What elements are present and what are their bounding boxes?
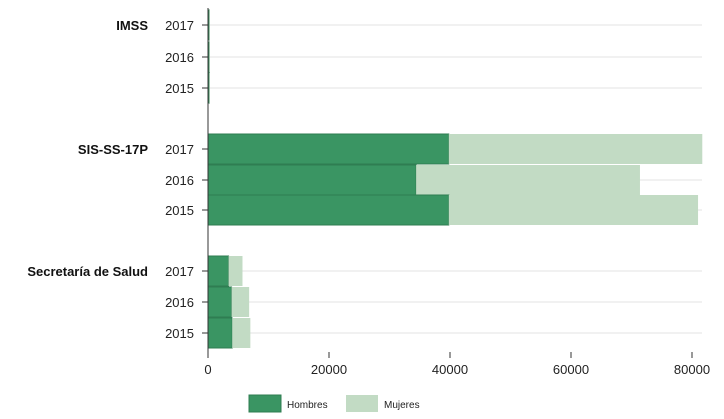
bar-hombres — [207, 255, 230, 287]
bars — [207, 9, 703, 349]
year-label: 2015 — [165, 203, 194, 218]
axes — [202, 8, 693, 358]
bar-hombres — [207, 286, 233, 318]
bar-hombres — [207, 194, 450, 226]
bar-mujeres — [209, 10, 210, 40]
year-label: 2017 — [165, 18, 194, 33]
x-tick-label: 0 — [204, 362, 211, 377]
legend: Hombres Mujeres — [240, 391, 450, 418]
bar-mujeres — [228, 256, 243, 286]
x-tick-label: 60000 — [553, 362, 589, 377]
bar-mujeres — [448, 195, 699, 225]
labels: 2017 2016 2015 IMSS 2017 2016 2015 SIS-SS-17P 20… — [27, 18, 710, 377]
legend-swatch — [248, 394, 282, 413]
x-tick-label: 20000 — [311, 362, 347, 377]
bar-hombres — [207, 133, 450, 165]
year-label: 2015 — [165, 326, 194, 341]
group-label: Secretaría de Salud — [27, 264, 148, 279]
group-label: SIS-SS-17P — [78, 142, 148, 157]
legend-label: Hombres — [287, 400, 328, 411]
legend-swatch — [346, 395, 378, 412]
year-label: 2016 — [165, 50, 194, 65]
bar-hombres — [207, 317, 233, 349]
bar-mujeres — [209, 42, 210, 72]
year-label: 2015 — [165, 81, 194, 96]
bar-mujeres — [448, 134, 703, 164]
group-label: IMSS — [116, 18, 148, 33]
bar-mujeres — [416, 165, 640, 195]
year-label: 2016 — [165, 173, 194, 188]
year-label: 2016 — [165, 295, 194, 310]
bar-mujeres — [231, 287, 250, 317]
bar-mujeres — [209, 73, 210, 103]
year-label: 2017 — [165, 264, 194, 279]
x-tick-label: 40000 — [432, 362, 468, 377]
bar-hombres — [207, 164, 417, 196]
year-label: 2017 — [165, 142, 194, 157]
bar-mujeres — [232, 318, 251, 348]
x-tick-label: 80000 — [674, 362, 710, 377]
legend-label: Mujeres — [384, 400, 420, 411]
